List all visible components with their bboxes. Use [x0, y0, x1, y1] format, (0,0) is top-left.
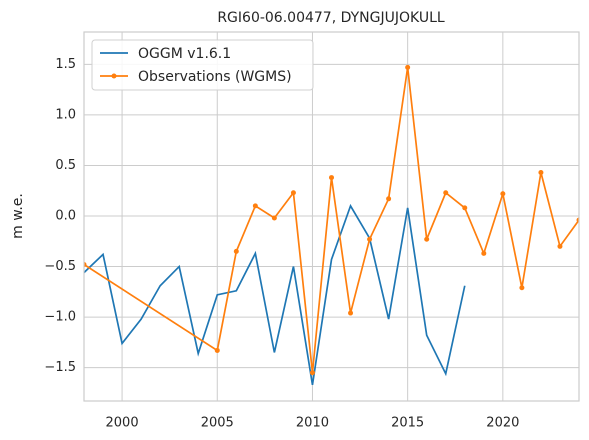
- data-point: [367, 236, 373, 242]
- x-tick-label: 2010: [296, 416, 329, 431]
- legend-label: Observations (WGMS): [138, 69, 292, 85]
- x-tick-label: 2020: [486, 416, 519, 431]
- y-tick-label: 0.0: [55, 208, 76, 223]
- y-tick-label: 1.5: [55, 57, 76, 72]
- x-tick-label: 2005: [201, 416, 234, 431]
- data-point: [405, 64, 411, 70]
- series-line: [84, 203, 466, 385]
- y-tick-label: 1.0: [55, 107, 76, 122]
- data-point: [309, 370, 315, 376]
- data-point: [252, 203, 258, 209]
- data-point: [84, 262, 87, 268]
- x-tick-label: 2000: [106, 416, 139, 431]
- data-point: [233, 248, 239, 254]
- x-tick-label: 2015: [391, 416, 424, 431]
- data-point: [290, 190, 296, 196]
- data-point: [538, 170, 544, 176]
- legend-marker: [111, 73, 117, 79]
- data-point: [462, 205, 468, 211]
- data-point: [348, 310, 354, 316]
- data-point: [519, 285, 525, 291]
- y-tick-label: −1.0: [44, 310, 76, 325]
- data-point: [557, 243, 563, 249]
- legend-box: [91, 39, 314, 91]
- chart-title: RGI60-06.00477, DYNGJUJOKULL: [217, 10, 445, 26]
- y-tick-label: 0.5: [55, 158, 76, 173]
- y-axis-label: m w.e.: [10, 193, 26, 239]
- data-point: [271, 215, 277, 221]
- data-point: [500, 191, 506, 197]
- legend-label: OGGM v1.6.1: [138, 46, 231, 62]
- y-tick-label: −0.5: [44, 259, 76, 274]
- series-line: [84, 67, 579, 373]
- data-point: [329, 175, 334, 181]
- data-point: [386, 196, 392, 202]
- data-point: [443, 190, 449, 196]
- data-point: [481, 250, 487, 256]
- plot-frame: [83, 31, 580, 402]
- data-point: [576, 217, 579, 223]
- data-point: [424, 236, 430, 242]
- data-point: [214, 347, 220, 353]
- y-tick-label: −1.5: [44, 360, 76, 375]
